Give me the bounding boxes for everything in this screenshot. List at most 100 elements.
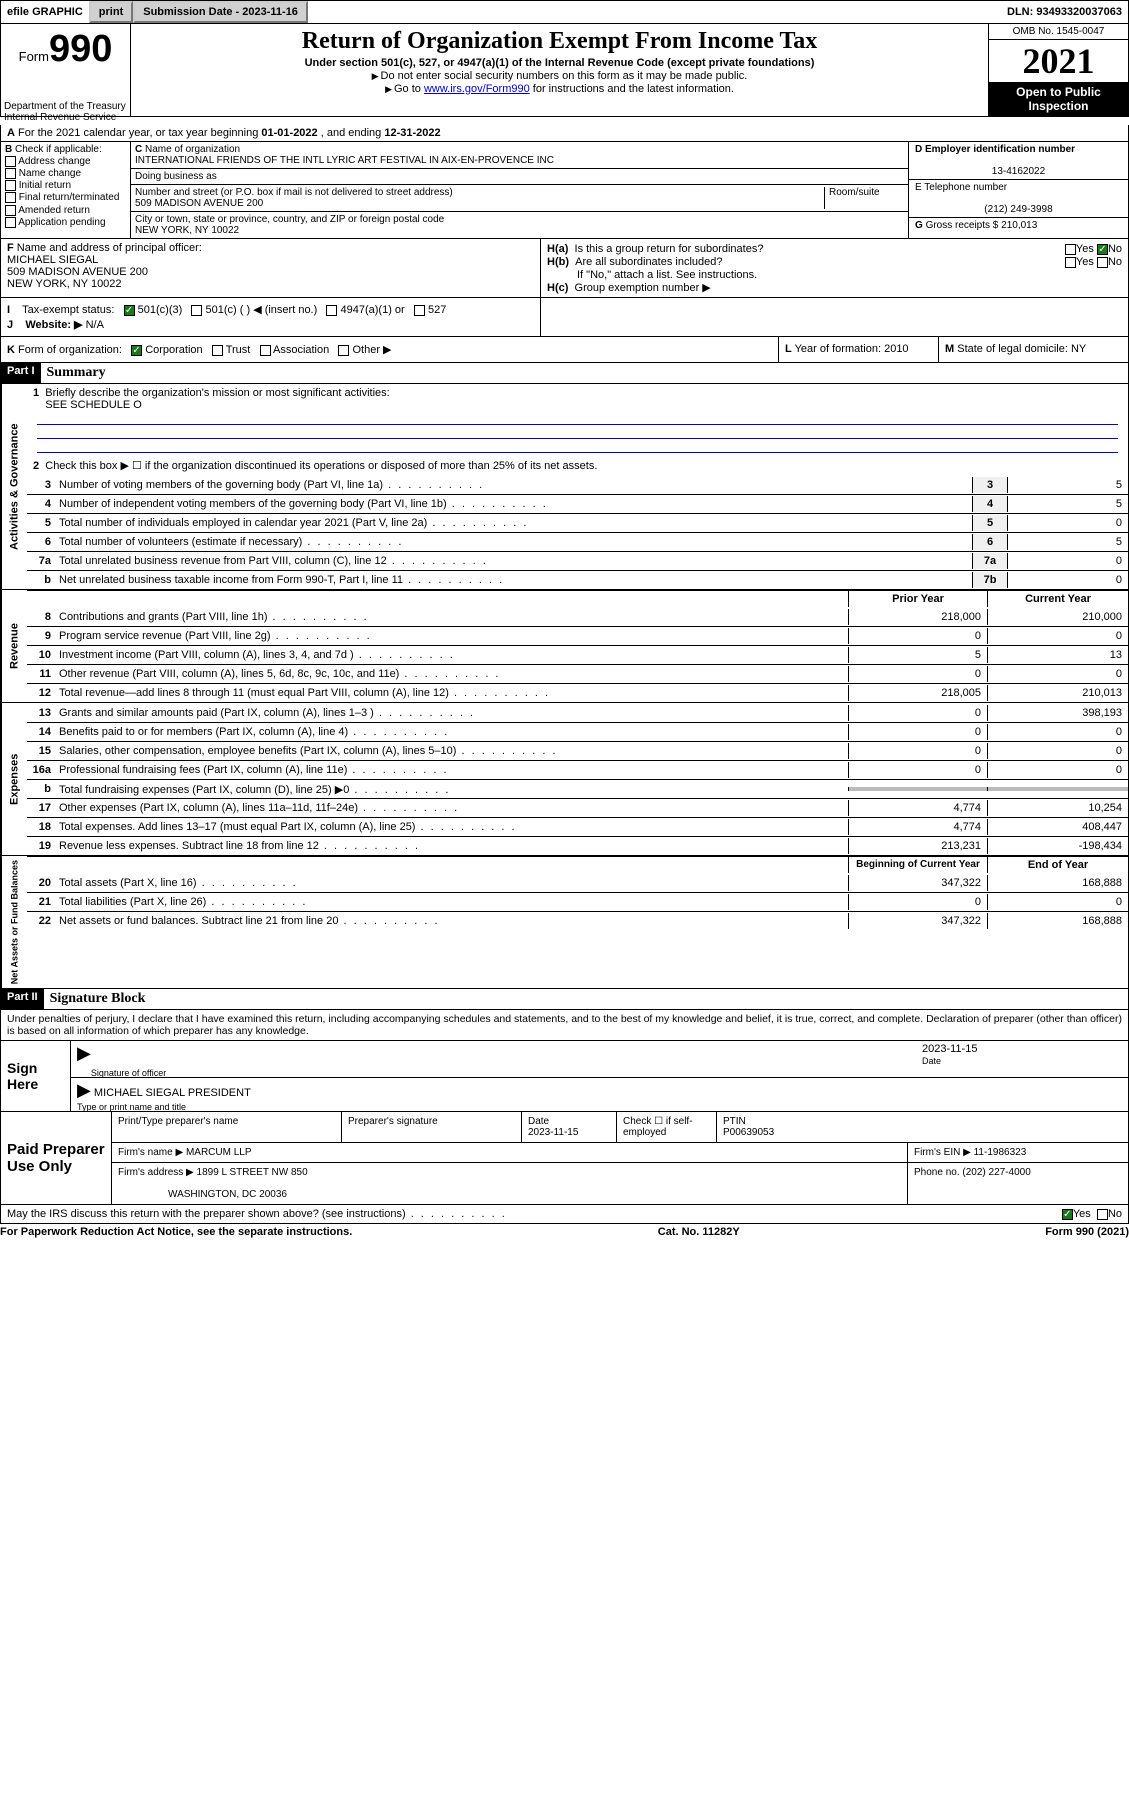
dept-treasury: Department of the Treasury Internal Reve…	[0, 99, 130, 125]
line-12: 12Total revenue—add lines 8 through 11 (…	[27, 683, 1128, 702]
ein-cell: D Employer identification number 13-4162…	[909, 142, 1128, 180]
gross-receipts-value: 210,013	[1001, 220, 1037, 231]
print-button[interactable]: print	[89, 1, 133, 23]
form-title: Return of Organization Exempt From Incom…	[135, 28, 984, 55]
omb-number: OMB No. 1545-0047	[989, 24, 1128, 40]
tax-exempt-row: I Tax-exempt status: ✓ 501(c)(3) 501(c) …	[7, 303, 534, 316]
expenses-section: Expenses 13Grants and similar amounts pa…	[0, 703, 1129, 856]
cb-name-change[interactable]: Name change	[5, 168, 126, 179]
governance-section: Activities & Governance 1 Briefly descri…	[0, 384, 1129, 590]
phone-cell: E Telephone number (212) 249-3998	[909, 180, 1128, 218]
section-deg: D Employer identification number 13-4162…	[908, 142, 1128, 238]
revenue-section: Revenue Prior YearCurrent Year 8Contribu…	[0, 590, 1129, 703]
signature-block: Under penalties of perjury, I declare th…	[0, 1010, 1129, 1112]
line-10: 10Investment income (Part VIII, column (…	[27, 645, 1128, 664]
submission-date-button[interactable]: Submission Date - 2023-11-16	[133, 1, 308, 23]
officer-signature-line[interactable]: ▶ Signature of officer 2023-11-15Date	[71, 1041, 1128, 1078]
header-right: OMB No. 1545-0047 2021 Open to Public In…	[988, 24, 1128, 116]
line-11: 11Other revenue (Part VIII, column (A), …	[27, 664, 1128, 683]
line-7a: 7aTotal unrelated business revenue from …	[27, 551, 1128, 570]
ha-no[interactable]: ✓	[1097, 244, 1108, 255]
part2-header: Part II	[1, 989, 44, 1009]
cb-corporation[interactable]: ✓	[131, 345, 142, 356]
cb-final-return[interactable]: Final return/terminated	[5, 192, 126, 203]
firm-ein-cell: Firm's EIN ▶ 11-1986323	[908, 1143, 1128, 1162]
q2-box: 2 Check this box ▶ ☐ if the organization…	[27, 456, 1128, 475]
line-13: 13Grants and similar amounts paid (Part …	[27, 703, 1128, 722]
side-revenue: Revenue	[1, 590, 27, 702]
section-b: B Check if applicable: Address change Na…	[1, 142, 131, 238]
netassets-header: Beginning of Current YearEnd of Year	[27, 856, 1128, 873]
cb-association[interactable]	[260, 345, 271, 356]
form-note-ssn: Do not enter social security numbers on …	[135, 70, 984, 82]
ptin-cell: PTINP00639053	[717, 1112, 1128, 1142]
line-21: 21Total liabilities (Part X, line 26)00	[27, 892, 1128, 911]
officer-name-line: ▶ MICHAEL SIEGAL PRESIDENT Type or print…	[71, 1078, 1128, 1111]
paid-preparer-label: Paid Preparer Use Only	[1, 1112, 111, 1204]
topbar: efile GRAPHIC print Submission Date - 20…	[0, 0, 1129, 24]
discuss-row: May the IRS discuss this return with the…	[0, 1205, 1129, 1224]
irs-link[interactable]: www.irs.gov/Form990	[424, 83, 530, 95]
cb-527[interactable]	[414, 305, 425, 316]
efile-label: efile GRAPHIC	[1, 3, 89, 21]
cb-4947[interactable]	[326, 305, 337, 316]
self-employed-cell[interactable]: Check ☐ if self-employed	[617, 1112, 717, 1142]
year-formation: 2010	[884, 343, 908, 355]
line-b: bTotal fundraising expenses (Part IX, co…	[27, 779, 1128, 798]
line-18: 18Total expenses. Add lines 13–17 (must …	[27, 817, 1128, 836]
officer-city: NEW YORK, NY 10022	[7, 278, 122, 290]
ij-right-spacer	[541, 298, 1128, 336]
org-name-row: C Name of organization INTERNATIONAL FRI…	[131, 142, 908, 169]
line-b: bNet unrelated business taxable income f…	[27, 570, 1128, 589]
cb-other[interactable]	[338, 345, 349, 356]
side-expenses: Expenses	[1, 703, 27, 855]
side-netassets: Net Assets or Fund Balances	[1, 856, 27, 988]
line-5: 5Total number of individuals employed in…	[27, 513, 1128, 532]
line-15: 15Salaries, other compensation, employee…	[27, 741, 1128, 760]
cb-501c[interactable]	[191, 305, 202, 316]
cb-trust[interactable]	[212, 345, 223, 356]
open-inspection: Open to Public Inspection	[989, 82, 1128, 116]
line-9: 9Program service revenue (Part VIII, lin…	[27, 626, 1128, 645]
discuss-no[interactable]	[1097, 1209, 1108, 1220]
part2-title: Signature Block	[44, 989, 152, 1009]
form-header: Form990 Return of Organization Exempt Fr…	[0, 24, 1129, 117]
form-title-box: Return of Organization Exempt From Incom…	[131, 24, 988, 116]
discuss-yes[interactable]: ✓	[1062, 1209, 1073, 1220]
officer-name: MICHAEL SIEGAL	[7, 254, 98, 266]
section-bcdefg: B Check if applicable: Address change Na…	[0, 142, 1129, 239]
form-ref: Form 990 (2021)	[1045, 1226, 1129, 1238]
section-c: C Name of organization INTERNATIONAL FRI…	[131, 142, 908, 238]
form-number: 990	[49, 28, 112, 70]
revenue-header: Prior YearCurrent Year	[27, 590, 1128, 607]
dln-label: DLN: 93493320037063	[1001, 3, 1128, 21]
hb-no[interactable]	[1097, 257, 1108, 268]
gross-receipts-cell: G Gross receipts $ 210,013	[909, 218, 1128, 233]
line-6: 6Total number of volunteers (estimate if…	[27, 532, 1128, 551]
line-17: 17Other expenses (Part IX, column (A), l…	[27, 798, 1128, 817]
tax-year: 2021	[989, 40, 1128, 82]
website-row: J Website: ▶ N/A	[7, 318, 534, 331]
cb-501c3[interactable]: ✓	[124, 305, 135, 316]
cb-application-pending[interactable]: Application pending	[5, 217, 126, 228]
firm-name-cell: Firm's name ▶ MARCUM LLP	[112, 1143, 908, 1162]
cb-initial-return[interactable]: Initial return	[5, 180, 126, 191]
room-suite: Room/suite	[824, 187, 904, 209]
cb-address-change[interactable]: Address change	[5, 156, 126, 167]
section-k: K Form of organization: ✓ Corporation Tr…	[1, 337, 778, 362]
org-name: INTERNATIONAL FRIENDS OF THE INTL LYRIC …	[135, 155, 554, 166]
state-domicile: NY	[1071, 343, 1086, 355]
ha-yes[interactable]	[1065, 244, 1076, 255]
tax-year-row: A For the 2021 calendar year, or tax yea…	[0, 125, 1129, 142]
section-l: L Year of formation: 2010	[778, 337, 938, 362]
perjury-declaration: Under penalties of perjury, I declare th…	[1, 1010, 1128, 1040]
hb-yes[interactable]	[1065, 257, 1076, 268]
line-22: 22Net assets or fund balances. Subtract …	[27, 911, 1128, 930]
form-note-link: Go to www.irs.gov/Form990 for instructio…	[135, 83, 984, 95]
section-h: H(a) Is this a group return for subordin…	[541, 239, 1128, 297]
cb-amended-return[interactable]: Amended return	[5, 205, 126, 216]
netassets-section: Net Assets or Fund Balances Beginning of…	[0, 856, 1129, 989]
footer: For Paperwork Reduction Act Notice, see …	[0, 1224, 1129, 1240]
city-row: City or town, state or province, country…	[131, 212, 908, 238]
phone-value: (212) 249-3998	[915, 204, 1122, 215]
